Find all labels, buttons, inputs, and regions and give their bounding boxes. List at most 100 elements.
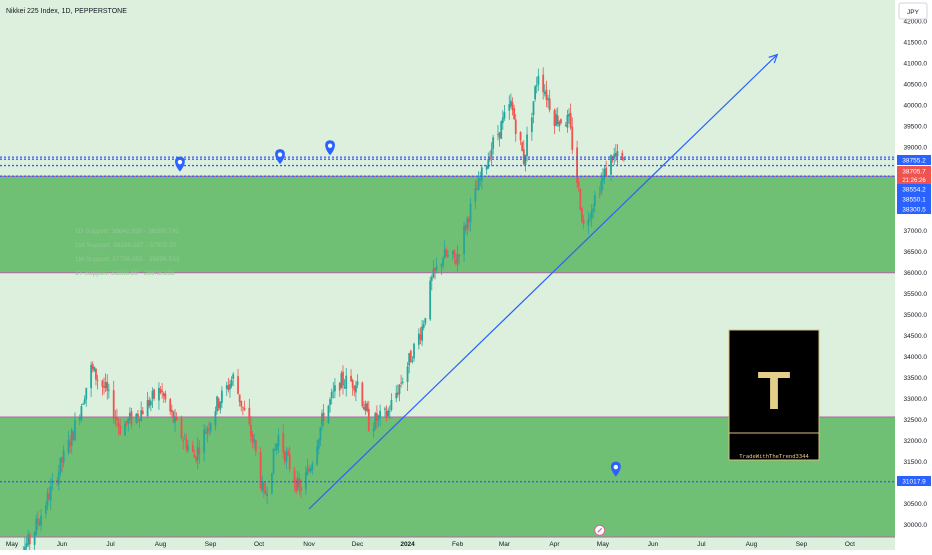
support-labels: 1D Support: 38642.935 - 38550.735 1W Supp… (75, 228, 180, 277)
candle-body (232, 374, 235, 379)
candle-body (479, 179, 482, 181)
candle-body (476, 189, 478, 191)
candle-body (151, 391, 154, 399)
candle-body (198, 448, 201, 455)
y-tick-label: 37000.0 (904, 228, 928, 235)
candle-body (124, 423, 126, 436)
location-pin-dot (613, 464, 619, 470)
candle-body (522, 149, 525, 164)
price-label-text: 31017.9 (902, 479, 926, 486)
candle-body (429, 280, 432, 320)
candle-body (238, 394, 241, 403)
candle-body (141, 410, 144, 415)
countdown-tag (897, 175, 931, 184)
price-label-tag (897, 166, 931, 176)
y-tick-label: 36500.0 (904, 249, 928, 256)
y-tick-label: 32500.0 (904, 417, 928, 424)
price-label-tag (897, 204, 931, 214)
candle-body (208, 428, 210, 429)
x-tick-label: Aug (746, 541, 758, 548)
x-tick-label: Jul (106, 541, 115, 548)
candle-body (610, 154, 612, 175)
candle-body (571, 126, 574, 150)
candle-body (513, 108, 516, 120)
support-zone (0, 176, 895, 273)
x-tick-label: Sep (205, 541, 217, 548)
candle-body (293, 469, 296, 483)
candle-body (526, 134, 528, 156)
candle-body (435, 266, 438, 270)
candle-body (311, 463, 314, 470)
candle-body (287, 450, 289, 455)
y-tick-label: 41500.0 (904, 39, 928, 46)
candle-body (106, 381, 109, 391)
price-label-tag (897, 184, 931, 194)
candle-body (220, 390, 223, 403)
candle-body (388, 411, 391, 413)
candle-body (69, 441, 72, 447)
candle-body (492, 137, 495, 149)
candle-body (253, 439, 256, 443)
currency-button[interactable]: JPY (898, 2, 928, 20)
candle-body (372, 428, 375, 432)
candle-body (408, 353, 411, 366)
candle-body (440, 264, 443, 267)
currency-label: JPY (907, 9, 920, 16)
candle-body (614, 152, 617, 157)
candle-body (455, 259, 457, 265)
candle-body (187, 445, 189, 451)
candle-body (174, 416, 176, 423)
candle-body (185, 438, 188, 450)
candle-body (282, 432, 285, 453)
candle-body (411, 360, 414, 362)
price-label-tag (897, 194, 931, 204)
time-axis: May Jun Jul Aug Sep Oct Nov Dec 2024 Feb Mar Apr May… (6, 541, 855, 548)
candle-body (96, 379, 99, 381)
candle-body (445, 249, 448, 257)
candle-body (543, 91, 546, 94)
candle-body (366, 403, 369, 412)
x-tick-label: Oct (845, 541, 855, 548)
y-tick-label: 33000.0 (904, 396, 928, 403)
candle-body (316, 446, 319, 465)
location-pin-dot (327, 143, 333, 148)
candle-body (350, 375, 352, 382)
candle-body (127, 418, 130, 425)
candle-body (74, 420, 76, 441)
candle-body (182, 439, 185, 441)
candle-body (28, 533, 31, 545)
candle-body (308, 468, 310, 471)
candle-body (356, 381, 359, 385)
candle-body (130, 411, 133, 425)
candle-body (319, 427, 322, 441)
candle-body (196, 446, 199, 461)
x-tick-label: May (597, 541, 610, 548)
candle-body (421, 326, 423, 341)
candle-body (91, 363, 94, 370)
candle-body (38, 522, 41, 526)
candle-body (384, 408, 386, 410)
candle-body (424, 318, 427, 324)
x-tick-label: Oct (254, 541, 264, 548)
y-tick-label: 32000.0 (904, 438, 928, 445)
candle-body (204, 432, 207, 434)
candle-body (593, 195, 596, 206)
candle-body (490, 149, 493, 158)
y-tick-label: 31500.0 (904, 459, 928, 466)
logo-letter: T (758, 361, 791, 421)
candle-body (104, 381, 107, 389)
candle-body (353, 386, 356, 391)
price-label-text: 38300.5 (902, 207, 926, 214)
candle-body (125, 421, 128, 423)
candle-body (338, 382, 341, 391)
candle-body (611, 156, 614, 161)
candle-body (83, 399, 86, 404)
candle-body (581, 208, 583, 222)
chart-title: Nikkei 225 Index, 1D, PEPPERSTONE (6, 8, 127, 15)
candle-body (146, 400, 149, 417)
candle-body (582, 220, 585, 224)
candle-body (80, 406, 83, 420)
candle-body (82, 404, 84, 405)
candle-body (390, 399, 393, 411)
